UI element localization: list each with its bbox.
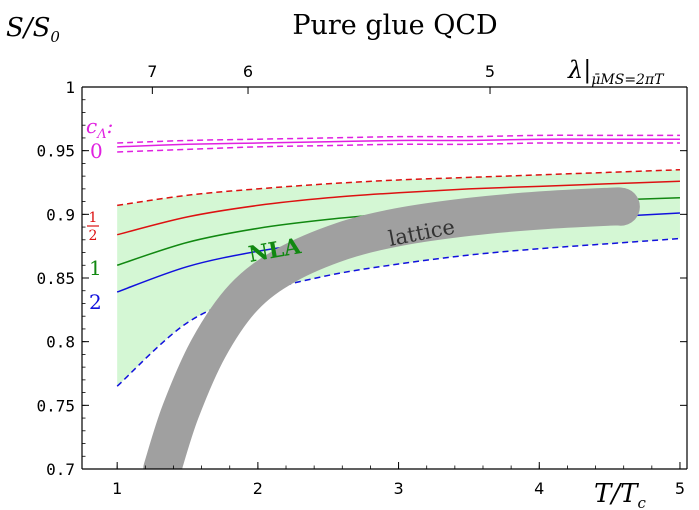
y-tick-label: 0.85 xyxy=(36,269,75,288)
series-label-half-denominator: 2 xyxy=(89,228,98,244)
y-tick-label: 0.8 xyxy=(46,333,75,352)
series-label-2: 2 xyxy=(89,290,102,314)
axes-layer: 0.7 0.75 0.8 0.85 0.9 0.95 1 1 2 3 4 5 7 6 5 xyxy=(36,62,688,498)
top-tick-label: 7 xyxy=(147,62,157,81)
top-tick-label: 5 xyxy=(485,62,495,81)
series-label-half-numerator: 1 xyxy=(89,210,98,226)
y-tick-label: 0.7 xyxy=(46,460,75,479)
y-axis-label-sub: 0 xyxy=(50,28,60,46)
x-axis-label-sub: c xyxy=(637,494,646,510)
series-line-7 xyxy=(116,237,681,387)
x-tick-label: 5 xyxy=(675,479,685,498)
lattice-curve xyxy=(143,187,640,469)
top-axis-label: λ|μ̄MS=2πT xyxy=(567,56,665,88)
top-axis-label-sub: μ̄MS=2πT xyxy=(591,72,665,88)
y-tick-label: 0.95 xyxy=(36,142,75,161)
top-tick-label: 6 xyxy=(243,62,253,81)
x-tick-label: 4 xyxy=(534,479,544,498)
y-tick-label: 0.9 xyxy=(46,205,75,224)
x-axis-label: T/Tc xyxy=(594,479,646,510)
series-line-3 xyxy=(116,180,680,236)
legend-header-main: c xyxy=(86,114,97,138)
y-tick-label: 1 xyxy=(65,78,75,97)
legend-header: cΛ: xyxy=(86,114,113,142)
label-layer: Pure glue QCD S/S0 T/Tc λ|μ̄MS=2πT cΛ: 0… xyxy=(6,10,665,510)
series-line-2 xyxy=(117,142,680,153)
legend-header-suffix: : xyxy=(107,114,114,138)
y-axis-label: S/S0 xyxy=(6,13,60,46)
series-line-0 xyxy=(117,138,680,148)
series-line-6 xyxy=(117,169,680,207)
top-axis-label-main: λ| xyxy=(567,56,591,85)
series-label-0: 0 xyxy=(90,139,103,163)
x-axis-label-main: T/T xyxy=(594,479,639,509)
series-label-half: 1 2 xyxy=(87,210,99,244)
chart-title: Pure glue QCD xyxy=(292,10,497,41)
legend-header-sub: Λ xyxy=(96,127,106,142)
x-tick-label: 3 xyxy=(393,479,403,498)
series-label-1: 1 xyxy=(89,256,102,280)
y-tick-label: 0.75 xyxy=(36,396,75,415)
x-tick-label: 1 xyxy=(112,479,122,498)
x-tick-label: 2 xyxy=(253,479,263,498)
y-axis-label-main: S/S xyxy=(6,13,50,43)
lattice-layer xyxy=(143,187,640,469)
series-line-1 xyxy=(117,134,680,144)
